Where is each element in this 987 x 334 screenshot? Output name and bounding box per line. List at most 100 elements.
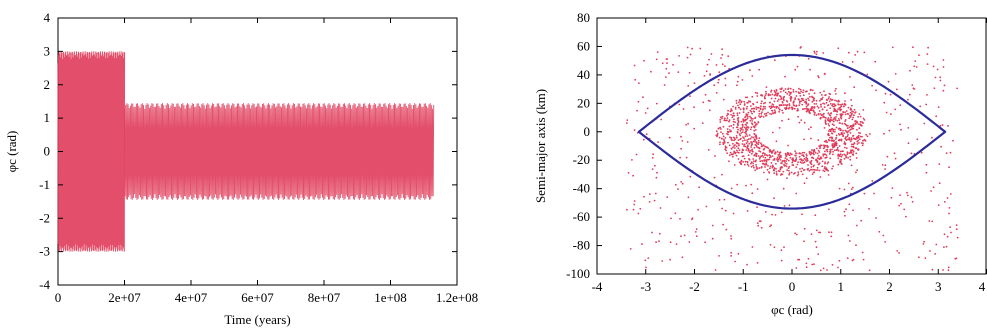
scatter-point: [764, 107, 766, 110]
scatter-point: [778, 127, 781, 129]
scatter-point: [743, 157, 746, 160]
scatter-point: [677, 71, 680, 73]
scatter-point: [841, 122, 844, 125]
scatter-point: [777, 160, 779, 163]
scatter-point: [780, 166, 783, 168]
scatter-point: [776, 92, 779, 95]
scatter-point: [849, 140, 852, 143]
scatter-point: [859, 120, 862, 123]
scatter-point: [733, 164, 736, 166]
scatter-point: [852, 258, 855, 261]
scatter-point: [755, 136, 758, 139]
scatter-point: [794, 152, 797, 155]
y-tick-label: -80: [573, 238, 590, 253]
scatter-point: [805, 105, 808, 108]
scatter-point: [722, 125, 725, 128]
scatter-point: [687, 85, 690, 87]
scatter-point: [827, 117, 830, 119]
scatter-point: [724, 84, 727, 87]
scatter-point: [678, 103, 681, 106]
scatter-point: [728, 119, 731, 121]
scatter-point: [721, 117, 723, 120]
scatter-point: [745, 118, 748, 121]
scatter-point: [914, 60, 917, 62]
scatter-point: [854, 138, 857, 141]
scatter-point: [733, 118, 735, 121]
scatter-point: [866, 73, 869, 76]
phase-space-chart: -4 -3 -2 -1 0 1 2 3 4 -100 -80 -60 -40 -20 0 20 40 60 80 φ…: [533, 10, 987, 317]
scatter-point: [932, 65, 935, 68]
scatter-point: [829, 93, 832, 96]
scatter-point: [747, 154, 750, 157]
scatter-point: [903, 208, 906, 211]
scatter-point: [761, 160, 763, 162]
y-tick-label: -100: [566, 266, 590, 281]
scatter-point: [775, 172, 778, 175]
scatter-point: [801, 97, 804, 100]
scatter-point: [742, 149, 745, 152]
scatter-point: [747, 138, 750, 141]
scatter-point: [828, 100, 831, 103]
scatter-point: [839, 116, 842, 118]
scatter-point: [746, 122, 749, 124]
scatter-point: [802, 154, 805, 157]
scatter-point: [792, 101, 795, 104]
scatter-point: [767, 94, 770, 97]
scatter-point: [711, 224, 714, 227]
scatter-point: [744, 96, 747, 99]
scatter-point: [742, 107, 745, 109]
scatter-point: [765, 159, 768, 162]
scatter-point: [851, 127, 854, 130]
scatter-point: [758, 157, 761, 160]
scatter-point: [849, 151, 852, 154]
scatter-point: [839, 109, 842, 112]
scatter-point: [724, 137, 727, 139]
scatter-point: [822, 115, 825, 118]
scatter-point: [805, 177, 808, 180]
scatter-point: [770, 162, 773, 164]
y-axis-label: φc (rad): [4, 131, 19, 173]
scatter-point: [743, 119, 745, 122]
scatter-point: [834, 118, 837, 120]
scatter-point: [858, 138, 861, 141]
scatter-point: [883, 132, 885, 135]
scatter-point: [661, 260, 664, 262]
scatter-point: [763, 160, 766, 162]
scatter-point: [812, 149, 815, 152]
scatter-point: [843, 188, 846, 191]
scatter-point: [732, 105, 734, 108]
scatter-point: [745, 133, 748, 136]
scatter-point: [797, 258, 799, 261]
scatter-point: [829, 98, 832, 100]
scatter-point: [821, 165, 824, 168]
scatter-point: [746, 145, 749, 148]
scatter-point: [697, 208, 699, 211]
scatter-point: [816, 105, 819, 108]
scatter-point: [735, 154, 738, 157]
scatter-point: [832, 153, 834, 156]
scatter-point: [862, 258, 865, 261]
scatter-point: [832, 143, 835, 145]
scatter-point: [934, 253, 937, 255]
scatter-point: [913, 88, 916, 90]
scatter-point: [955, 257, 958, 260]
scatter-point: [665, 76, 667, 78]
scatter-point: [778, 110, 780, 113]
scatter-point: [920, 151, 923, 154]
scatter-point: [758, 141, 760, 144]
scatter-point: [819, 113, 822, 115]
scatter-point: [833, 105, 836, 108]
y-tick-label: -1: [39, 177, 50, 192]
scatter-point: [940, 145, 942, 148]
x-tick-label: 1e+08: [374, 290, 407, 305]
scatter-point: [812, 168, 814, 171]
scatter-point: [825, 139, 827, 142]
scatter-point: [826, 162, 829, 165]
scatter-point: [713, 84, 716, 87]
scatter-point: [644, 259, 647, 262]
scatter-point: [825, 154, 828, 157]
axis-ticks: 0 2e+07 4e+07 6e+07 8e+07 1e+08 1.2e+08 -4 -3 -2 -…: [39, 10, 478, 305]
scatter-point: [856, 140, 859, 143]
y-tick-label: -20: [573, 152, 590, 167]
scatter-point: [795, 90, 797, 93]
